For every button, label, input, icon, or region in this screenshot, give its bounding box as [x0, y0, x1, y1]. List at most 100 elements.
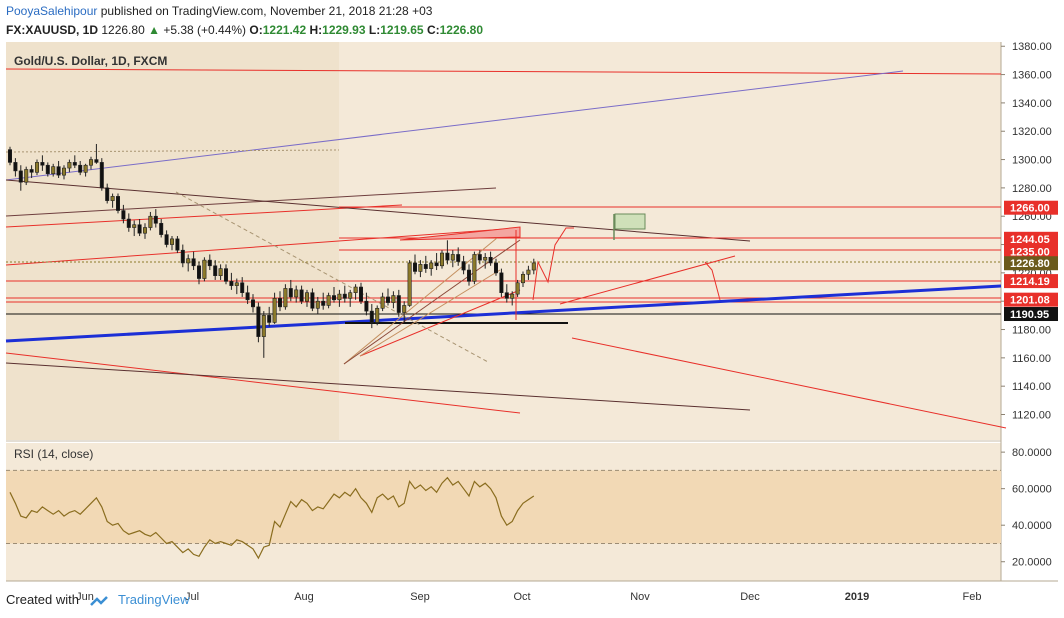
- candle: [472, 251, 477, 285]
- candle: [110, 193, 115, 208]
- flag-icon: [613, 213, 646, 240]
- red-rising-wedge: [559, 255, 736, 305]
- candle: [526, 265, 531, 280]
- rsi-title: RSI (14, close): [14, 447, 93, 461]
- price-tick-label: 1360.00: [1012, 70, 1052, 82]
- red-falling-channel-lower: [5, 352, 521, 414]
- last-price: 1226.80: [101, 23, 145, 37]
- candle: [202, 257, 207, 282]
- candle: [429, 260, 434, 276]
- tradingview-link[interactable]: TradingView: [118, 592, 190, 607]
- candle: [515, 279, 520, 297]
- candle: [83, 163, 88, 177]
- low-label: L:: [368, 23, 381, 37]
- time-axis[interactable]: Jun Jul Aug Sep Oct Nov Dec 2019 Feb: [76, 591, 981, 603]
- time-tick-label: Dec: [740, 591, 760, 603]
- candle: [439, 250, 444, 269]
- price-axis[interactable]: 1120.001140.001160.001180.001200.001220.…: [1001, 41, 1052, 422]
- red-long-diagonal: [5, 227, 521, 266]
- candle: [116, 193, 121, 214]
- price-tag-label: 1235.00: [1010, 247, 1050, 259]
- candle: [294, 285, 299, 303]
- open-label: O:: [249, 23, 263, 37]
- price-tag: 1235.00: [1004, 244, 1058, 259]
- brown-falling-channel: [5, 362, 751, 411]
- candle: [51, 163, 56, 177]
- price-tag: 1201.08: [1004, 292, 1058, 307]
- candle: [40, 155, 45, 171]
- purple-trendline: [5, 70, 904, 181]
- candle: [99, 158, 104, 191]
- candle: [434, 253, 439, 271]
- time-tick-label: Aug: [294, 591, 314, 603]
- candle: [229, 272, 234, 290]
- price-tag-label: 1266.00: [1010, 203, 1050, 215]
- drawing-layer: [5, 68, 1007, 429]
- high-value: 1229.93: [322, 23, 366, 37]
- candle: [121, 204, 126, 224]
- time-tick-label: Feb: [963, 591, 982, 603]
- candle: [531, 258, 536, 275]
- price-tick-label: 1340.00: [1012, 98, 1052, 110]
- candle: [315, 296, 320, 314]
- candle: [8, 146, 13, 166]
- candle: [493, 258, 498, 276]
- candle: [331, 287, 336, 303]
- rsi-tick-label: 60.0000: [1012, 484, 1052, 496]
- candle: [385, 288, 390, 306]
- candle: [299, 285, 304, 305]
- candle: [186, 254, 191, 272]
- candle: [143, 223, 148, 239]
- price-tick-label: 1320.00: [1012, 126, 1052, 138]
- low-value: 1219.65: [380, 23, 424, 37]
- rsi-band: [6, 470, 1001, 544]
- price-tag-label: 1244.05: [1010, 234, 1050, 246]
- published-info: published on TradingView.com, November 2…: [100, 4, 433, 18]
- price-tick-label: 1120.00: [1012, 410, 1051, 422]
- price-tick-label: 1180.00: [1012, 325, 1051, 337]
- candle: [18, 165, 23, 191]
- candle: [353, 284, 358, 300]
- close-value: 1226.80: [439, 23, 484, 37]
- candle: [234, 278, 239, 295]
- candle: [105, 183, 110, 204]
- candle: [61, 165, 66, 180]
- brown-channel-upper: [5, 187, 497, 217]
- candle: [180, 244, 185, 268]
- time-tick-label: Jul: [185, 591, 199, 603]
- candle: [213, 260, 218, 280]
- created-with-label: Created with: [6, 592, 79, 607]
- up-arrow-icon: ▲: [148, 23, 160, 37]
- brown-descending-trend: [5, 179, 751, 242]
- red-shaded-triangle: [399, 226, 521, 241]
- price-tag: 1214.19: [1004, 274, 1058, 289]
- author-link[interactable]: PooyaSalehipour: [6, 4, 98, 18]
- fan-line-4: [359, 269, 501, 357]
- candle: [461, 255, 466, 275]
- candle: [337, 289, 342, 307]
- projection-arrow-up: [532, 227, 574, 301]
- candle: [224, 264, 229, 285]
- candle: [483, 253, 488, 269]
- candle: [256, 302, 261, 343]
- price-tag: 1266.00: [1004, 200, 1058, 215]
- dashed-channel-upper: [175, 191, 489, 363]
- fan-line-3: [359, 289, 521, 357]
- price-tag-label: 1201.08: [1010, 295, 1050, 307]
- candle: [126, 213, 131, 232]
- candle: [445, 240, 450, 265]
- candle: [488, 251, 493, 266]
- candle: [407, 260, 412, 307]
- candle: [412, 254, 417, 275]
- time-tick-label: Nov: [630, 591, 650, 603]
- price-change: +5.38 (+0.44%): [163, 23, 247, 37]
- blue-rising-support: [5, 284, 1002, 343]
- candle: [56, 160, 61, 178]
- candle: [499, 268, 504, 297]
- candle: [267, 306, 272, 327]
- candle: [170, 236, 175, 251]
- candle: [78, 160, 83, 176]
- candle: [304, 289, 309, 307]
